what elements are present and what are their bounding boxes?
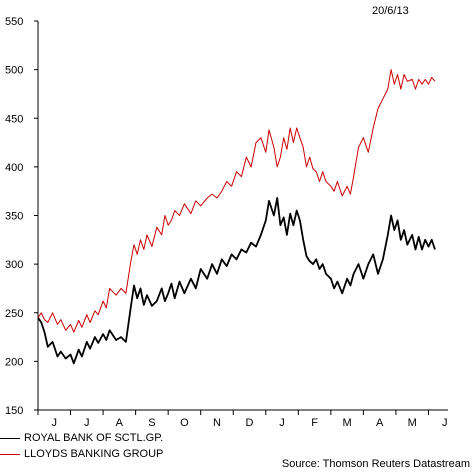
x-tick-label: M xyxy=(343,417,352,429)
y-tick-label: 200 xyxy=(5,356,23,368)
legend: ROYAL BANK OF SCTL.GP. LLOYDS BANKING GR… xyxy=(0,430,163,462)
x-tick-label: N xyxy=(213,417,221,429)
legend-label-lloyds: LLOYDS BANKING GROUP xyxy=(24,448,164,460)
y-tick-label: 400 xyxy=(5,162,23,174)
x-tick-label: M xyxy=(408,417,417,429)
x-tick-label: A xyxy=(116,417,124,429)
date-label: 20/6/13 xyxy=(372,5,409,17)
y-tick-label: 250 xyxy=(5,308,23,320)
legend-item-rbs: ROYAL BANK OF SCTL.GP. xyxy=(0,430,163,446)
y-axis: 150 200 250 300 350 400 450 500 550 xyxy=(5,16,39,417)
y-tick-label: 350 xyxy=(5,211,23,223)
x-tick-label: J xyxy=(84,417,90,429)
x-tick-label: O xyxy=(180,417,189,429)
legend-label-rbs: ROYAL BANK OF SCTL.GP. xyxy=(24,432,164,444)
x-tick-label: J xyxy=(52,417,58,429)
series-line-rbs xyxy=(37,197,436,365)
x-tick-label: D xyxy=(246,417,254,429)
legend-swatch-rbs xyxy=(0,437,20,439)
x-tick-label: J xyxy=(442,417,448,429)
series-line-lloyds xyxy=(37,69,436,333)
legend-swatch-lloyds xyxy=(0,453,20,455)
source-note: Source: Thomson Reuters Datastream xyxy=(281,458,470,470)
x-tick-label: J xyxy=(279,417,285,429)
y-tick-label: 450 xyxy=(5,113,23,125)
x-tick-label: S xyxy=(148,417,155,429)
series-layer xyxy=(37,69,436,365)
legend-item-lloyds: LLOYDS BANKING GROUP xyxy=(0,446,163,462)
y-tick-label: 300 xyxy=(5,259,23,271)
y-tick-label: 500 xyxy=(5,65,23,77)
y-tick-label: 150 xyxy=(5,405,23,417)
y-tick-label: 550 xyxy=(5,16,23,28)
x-tick-label: A xyxy=(376,417,384,429)
x-tick-label: F xyxy=(311,417,318,429)
